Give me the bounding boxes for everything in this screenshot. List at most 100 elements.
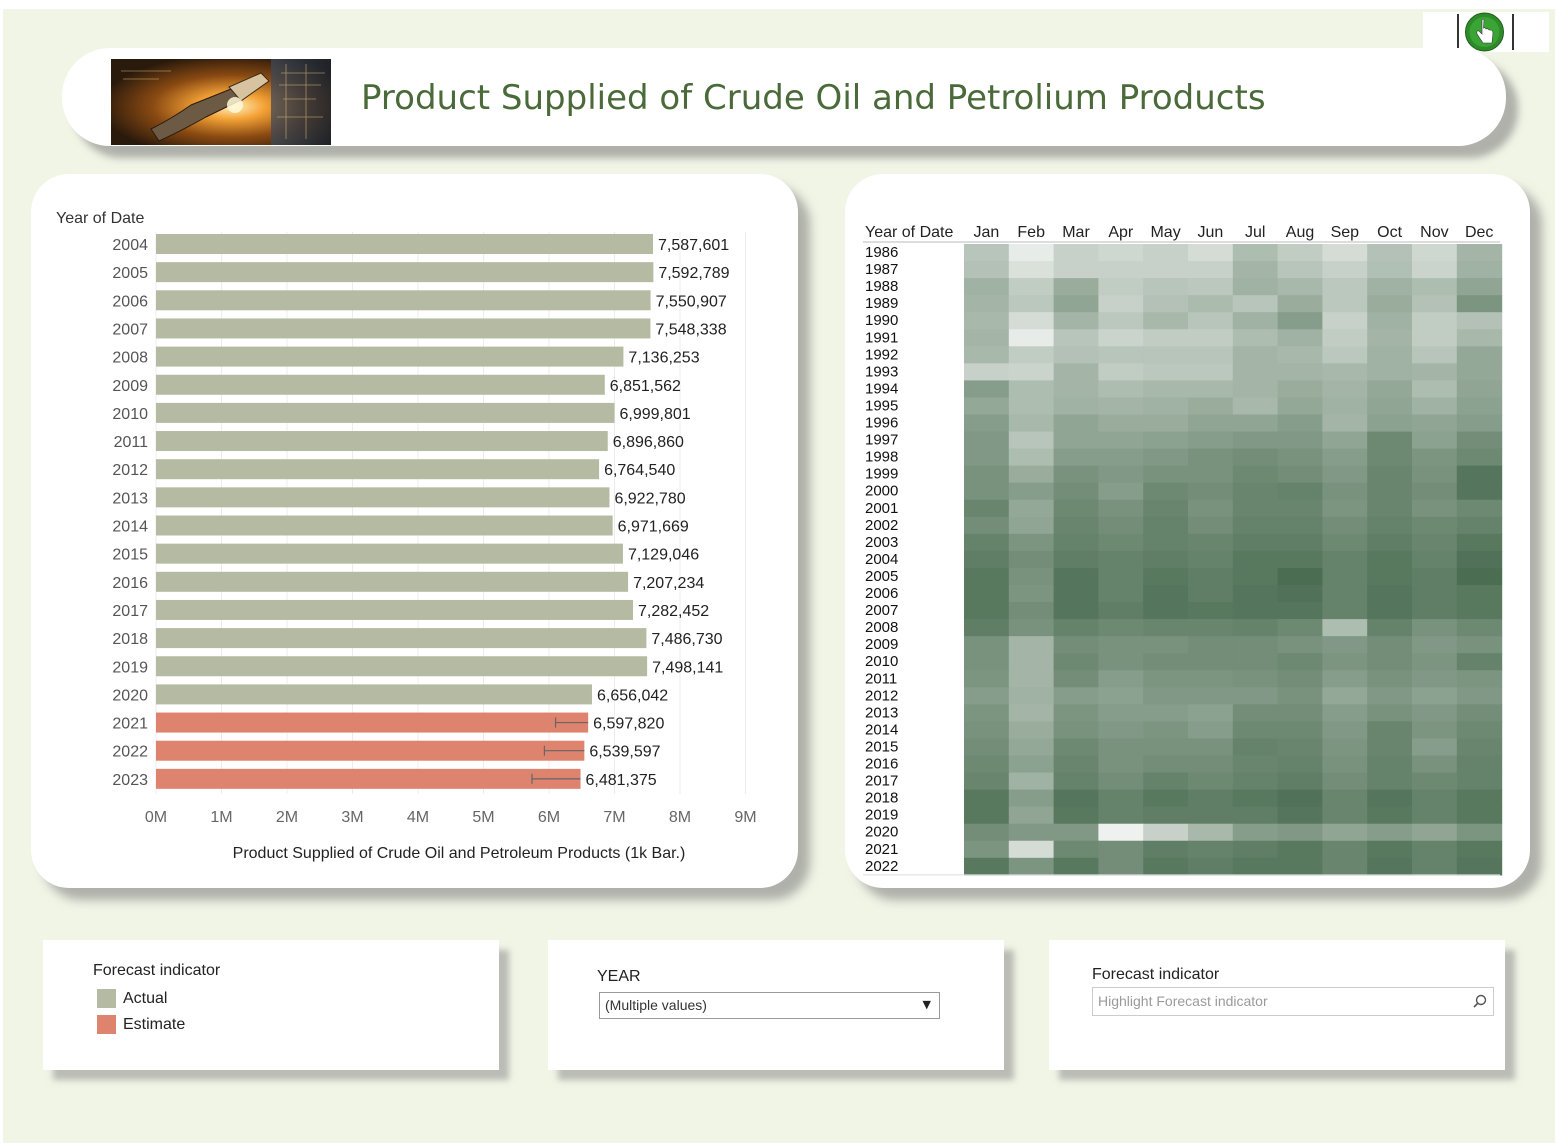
forecast-legend: Forecast indicator Actual Estimate bbox=[43, 940, 499, 1070]
heatmap-year-label: 2007 bbox=[865, 602, 898, 619]
heatmap-cell bbox=[1367, 738, 1413, 757]
heatmap-month-label: Dec bbox=[1465, 224, 1493, 241]
heatmap-cell bbox=[964, 499, 1010, 518]
heatmap-cell bbox=[1322, 329, 1368, 347]
heatmap-cell bbox=[1277, 499, 1323, 518]
heatmap-cell bbox=[1188, 448, 1234, 467]
heatmap-cell bbox=[1322, 806, 1368, 825]
x-axis-title: Product Supplied of Crude Oil and Petrol… bbox=[233, 845, 686, 862]
heatmap-cell bbox=[1277, 823, 1323, 842]
heatmap-cell bbox=[1188, 772, 1234, 791]
heatmap-cell bbox=[1412, 261, 1458, 279]
heatmap-cell bbox=[1053, 261, 1099, 279]
heatmap-cell bbox=[1143, 261, 1189, 279]
bar bbox=[156, 543, 623, 564]
heatmap-cell bbox=[1412, 636, 1458, 654]
search-icon[interactable] bbox=[1472, 993, 1488, 1009]
heatmap-cell bbox=[1008, 636, 1055, 654]
heatmap-cell bbox=[1188, 567, 1234, 586]
heatmap-month-label: Oct bbox=[1377, 224, 1402, 241]
heatmap-cell bbox=[1188, 755, 1234, 774]
year-filter-dropdown[interactable]: (Multiple values) ▼ bbox=[599, 992, 940, 1019]
highlight-search-input[interactable] bbox=[1098, 991, 1463, 1010]
heatmap-cell bbox=[1053, 772, 1099, 791]
heatmap-cell bbox=[1322, 414, 1368, 433]
y-tick-label: 2020 bbox=[112, 687, 148, 704]
heatmap-cell bbox=[1143, 448, 1189, 467]
hand-pointer-icon[interactable] bbox=[1463, 12, 1506, 52]
heatmap-cell bbox=[1008, 295, 1055, 313]
heatmap-cell bbox=[1277, 244, 1323, 262]
dropdown-arrow-icon[interactable]: ▼ bbox=[922, 998, 931, 1011]
bar bbox=[156, 262, 654, 283]
heatmap-cell bbox=[1008, 346, 1055, 364]
data-label: 7,136,253 bbox=[628, 350, 699, 367]
heatmap-cell bbox=[1367, 602, 1413, 620]
heatmap-cell bbox=[1456, 414, 1503, 433]
heatmap-cell bbox=[964, 448, 1010, 467]
heatmap-cell bbox=[1232, 806, 1279, 825]
heatmap-cell bbox=[1367, 772, 1413, 791]
legend-swatch-estimate[interactable] bbox=[97, 1015, 116, 1034]
heatmap-cell bbox=[1232, 448, 1279, 467]
heatmap-cell bbox=[1322, 755, 1368, 774]
heatmap-cell bbox=[964, 704, 1010, 722]
heatmap-cell bbox=[1008, 670, 1055, 688]
legend-label-actual[interactable]: Actual bbox=[123, 990, 168, 1007]
heatmap-cell bbox=[1277, 550, 1323, 569]
heatmap-cell bbox=[1367, 721, 1413, 740]
heatmap-cell bbox=[1188, 278, 1234, 296]
heatmap-cell bbox=[964, 755, 1010, 774]
heatmap-cell bbox=[1456, 516, 1503, 535]
heatmap-cell bbox=[1322, 772, 1368, 791]
heatmap-cell bbox=[1008, 653, 1055, 671]
y-tick-label: 2016 bbox=[112, 575, 148, 592]
heatmap-cell bbox=[964, 772, 1010, 791]
heatmap-cell bbox=[964, 653, 1010, 671]
bar bbox=[156, 487, 610, 508]
heatmap-month-label: Jul bbox=[1245, 224, 1265, 241]
heatmap-cell bbox=[1322, 619, 1368, 637]
heatmap-cell bbox=[1367, 687, 1413, 705]
heatmap-cell bbox=[964, 261, 1010, 279]
heatmap-cell bbox=[1188, 738, 1234, 757]
y-tick-label: 2014 bbox=[112, 519, 148, 536]
legend-label-estimate[interactable]: Estimate bbox=[123, 1016, 186, 1033]
heatmap-cell bbox=[1322, 278, 1368, 296]
heatmap-cell bbox=[964, 465, 1010, 484]
heatmap-year-label: 2011 bbox=[865, 670, 897, 687]
heatmap-cell bbox=[1098, 397, 1144, 416]
heatmap-cell bbox=[1456, 363, 1503, 381]
heatmap-cell bbox=[1053, 363, 1099, 381]
heatmap-cell bbox=[1188, 431, 1234, 450]
heatmap-cell bbox=[1322, 380, 1368, 399]
heatmap-year-label: 1989 bbox=[865, 295, 898, 312]
highlight-search-field[interactable] bbox=[1092, 987, 1494, 1016]
heatmap-cell bbox=[1456, 840, 1503, 859]
heatmap-cell bbox=[1412, 670, 1458, 688]
heatmap-cell bbox=[1008, 789, 1055, 808]
heatmap-cell bbox=[1277, 840, 1323, 859]
heatmap-cell bbox=[1367, 482, 1413, 501]
heatmap-cell bbox=[1098, 363, 1144, 381]
heatmap-cell bbox=[1098, 448, 1144, 467]
heatmap-cell bbox=[1053, 602, 1099, 620]
data-label: 6,539,597 bbox=[589, 744, 660, 761]
legend-swatch-actual[interactable] bbox=[97, 989, 116, 1008]
data-label: 7,587,601 bbox=[658, 237, 729, 254]
heatmap-cell bbox=[964, 806, 1010, 825]
heatmap-cell bbox=[1232, 499, 1279, 518]
heatmap-cell bbox=[1098, 653, 1144, 671]
bar bbox=[156, 768, 581, 789]
heatmap-year-label: 2022 bbox=[865, 858, 898, 875]
heatmap-cell bbox=[1008, 261, 1055, 279]
heatmap-cell bbox=[1456, 533, 1503, 552]
heatmap-cell bbox=[1053, 704, 1099, 722]
heatmap-cell bbox=[1143, 738, 1189, 757]
heatmap-cell bbox=[1053, 670, 1099, 688]
heatmap-cell bbox=[1053, 499, 1099, 518]
heatmap-cell bbox=[1367, 465, 1413, 484]
heatmap-year-label: 2014 bbox=[865, 721, 898, 738]
heatmap-cell bbox=[1188, 380, 1234, 399]
heatmap-cell bbox=[1456, 704, 1503, 722]
